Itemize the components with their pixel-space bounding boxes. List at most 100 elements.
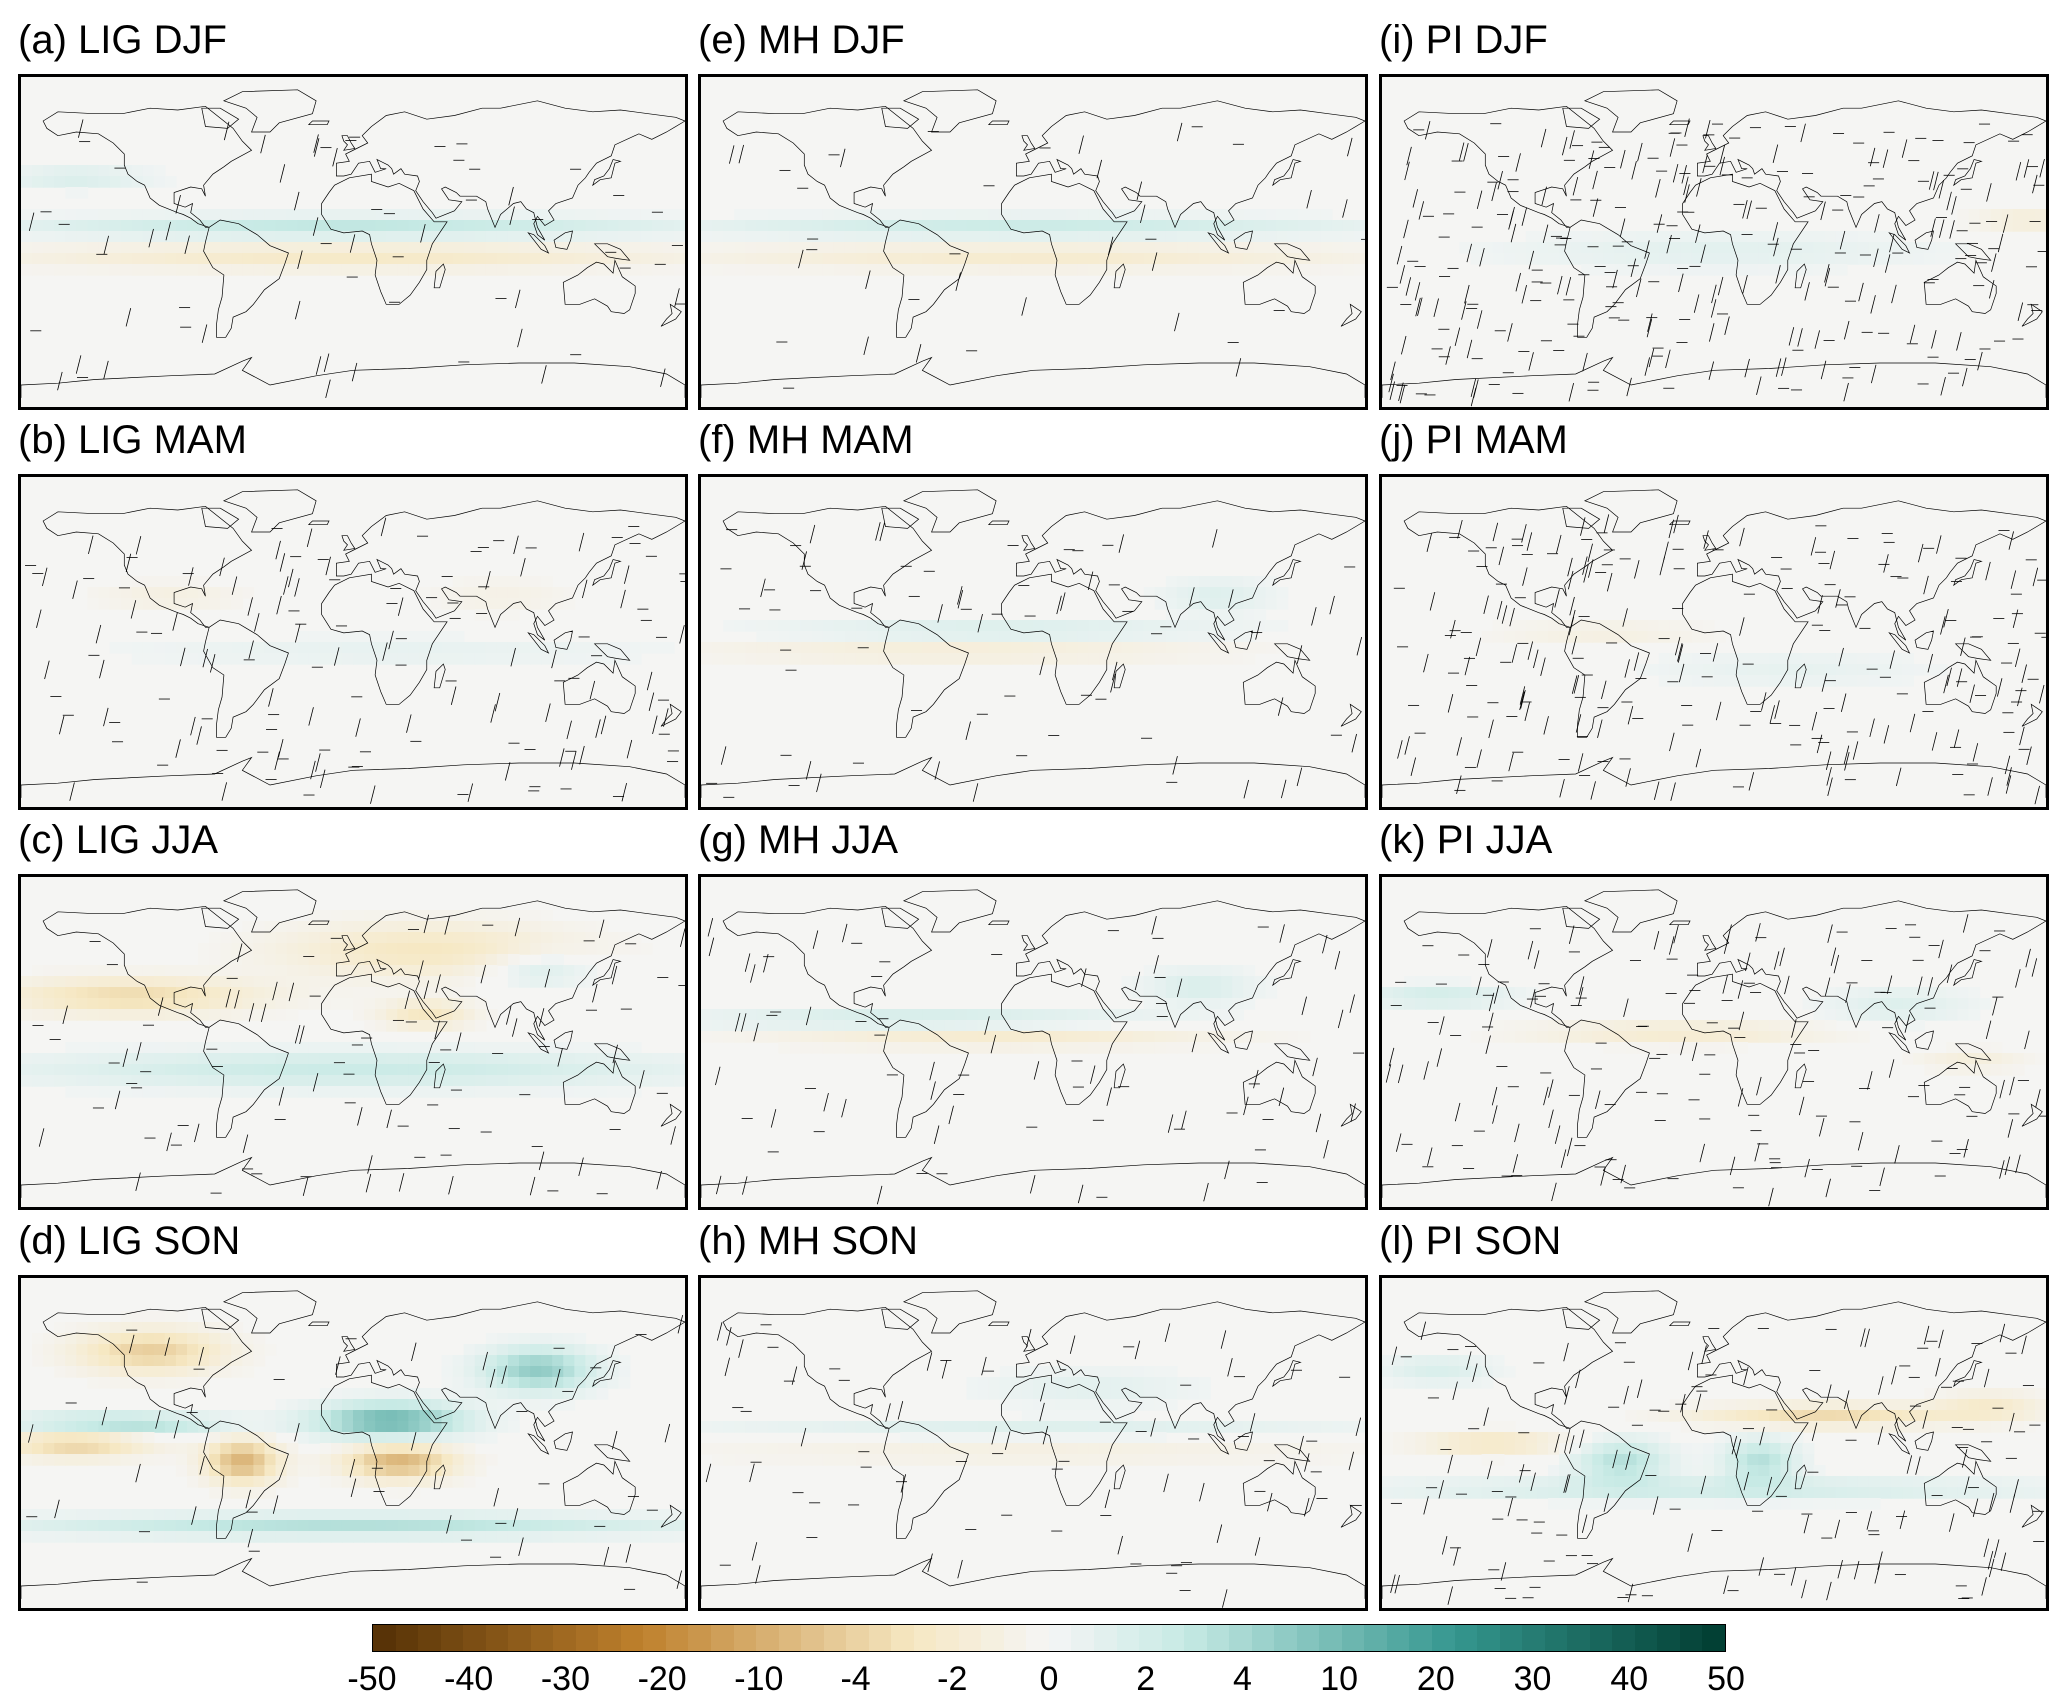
coastlines (701, 890, 1365, 1198)
coastline-iceland (1670, 921, 1690, 925)
coastline-britain (1703, 136, 1716, 151)
coastline-eurasia (1016, 101, 1365, 240)
anomaly-field (21, 165, 685, 276)
coastline-eurasia (1697, 901, 2046, 1040)
coastline-south-america (204, 1421, 289, 1538)
coastline-south-america (1565, 1020, 1650, 1137)
coastline-australia (1924, 660, 1996, 713)
coastline-baffin (882, 908, 919, 928)
anomaly-field (21, 1311, 685, 1543)
coastline-sumatra (528, 1434, 548, 1454)
coastline-iceland (309, 121, 329, 125)
colorbar-cell (440, 1625, 464, 1651)
coastline-greenland (904, 1291, 996, 1333)
panel-title-f: (f) MH MAM (698, 418, 914, 462)
coastline-new-zealand (661, 304, 681, 326)
map-panel-j (1379, 474, 2049, 810)
coastlines (701, 490, 1365, 798)
colorbar-cell (1612, 1625, 1635, 1651)
colorbar-cell (1206, 1625, 1230, 1651)
anomaly-field (701, 965, 1311, 1054)
coastline-iceland (309, 521, 329, 525)
anomaly-field (701, 576, 1289, 665)
coastline-north-america (723, 506, 931, 627)
colorbar-cell (665, 1625, 689, 1651)
coastline-iceland (989, 121, 1009, 125)
anomaly-field (701, 209, 1365, 276)
colorbar-cell (1499, 1625, 1523, 1651)
coastline-new-zealand (661, 704, 681, 726)
map-svg-l (1382, 1278, 2046, 1608)
coastline-north-america (1404, 906, 1612, 1027)
coastline-new-guinea (1275, 1445, 1310, 1462)
coastline-eurasia (1697, 1302, 2046, 1441)
coastline-madagascar (1795, 1064, 1806, 1088)
colorbar-cell (418, 1625, 441, 1651)
colorbar-cell (1319, 1625, 1342, 1651)
colorbar-cell (1229, 1625, 1252, 1651)
coastline-baffin (882, 108, 919, 128)
map-panel-g (698, 874, 1368, 1210)
map-svg-j (1382, 477, 2046, 807)
colorbar-cell (1048, 1625, 1072, 1651)
map-svg-h (701, 1278, 1365, 1608)
coastline-japan (1954, 560, 1982, 586)
coastline-britain (1703, 536, 1716, 551)
colorbar-tick-label: -40 (444, 1660, 494, 1698)
coastline-greenland (904, 90, 996, 132)
colorbar-cell (1116, 1625, 1140, 1651)
coastline-new-guinea (1956, 1044, 1991, 1061)
coastline-new-guinea (595, 1445, 630, 1462)
colorbar-tick-label: 20 (1416, 1660, 1455, 1698)
coastline-madagascar (1114, 1064, 1125, 1088)
coastline-new-guinea (595, 244, 630, 260)
coastline-new-guinea (1956, 1445, 1991, 1462)
coastline-africa (1683, 974, 1808, 1104)
coastline-greenland (1585, 890, 1677, 932)
significance-hatching (32, 915, 685, 1196)
coastline-borneo (1915, 631, 1933, 649)
coastline-new-guinea (1275, 644, 1310, 661)
colorbar-cell (553, 1625, 576, 1651)
coastline-antarctica (701, 758, 1365, 798)
coastline-madagascar (1795, 264, 1806, 288)
map-svg-a (21, 77, 685, 407)
colorbar-cell (1139, 1625, 1162, 1651)
coastline-africa (1002, 974, 1127, 1104)
significance-hatching (708, 916, 1364, 1204)
significance-hatching (29, 119, 685, 398)
coastline-new-guinea (1956, 644, 1991, 661)
coastline-new-guinea (1275, 1044, 1310, 1061)
coastline-iceland (309, 921, 329, 925)
colorbar-cell (1522, 1625, 1545, 1651)
coastline-australia (1243, 1060, 1315, 1113)
map-panel-k (1379, 874, 2049, 1210)
panel-title-h: (h) MH SON (698, 1219, 918, 1263)
coastline-antarctica (21, 1559, 685, 1599)
map-panel-e (698, 74, 1368, 410)
coastline-borneo (554, 631, 572, 649)
coastline-south-america (204, 220, 289, 337)
coastline-britain (342, 536, 355, 551)
coastline-madagascar (434, 264, 445, 288)
coastline-baffin (1563, 908, 1600, 928)
colorbar-cell (868, 1625, 892, 1651)
coastline-australia (563, 660, 635, 713)
coastline-new-zealand (2022, 1104, 2042, 1126)
panel-title-j: (j) PI MAM (1379, 418, 1568, 462)
coastline-new-zealand (1341, 1104, 1361, 1126)
coastline-sumatra (1889, 1434, 1909, 1454)
coastline-britain (342, 936, 355, 951)
colorbar-cell (395, 1625, 419, 1651)
coastline-iceland (989, 921, 1009, 925)
coastline-madagascar (434, 1465, 445, 1489)
coastline-iceland (989, 521, 1009, 525)
colorbar-tick-label: 2 (1136, 1660, 1156, 1698)
colorbar-cell (981, 1625, 1004, 1651)
coastline-eurasia (336, 901, 685, 1040)
coastline-borneo (1234, 631, 1252, 649)
significance-hatching (729, 123, 1365, 388)
coastline-britain (1022, 136, 1035, 151)
coastline-baffin (202, 108, 239, 128)
panel-title-g: (g) MH JJA (698, 818, 898, 862)
